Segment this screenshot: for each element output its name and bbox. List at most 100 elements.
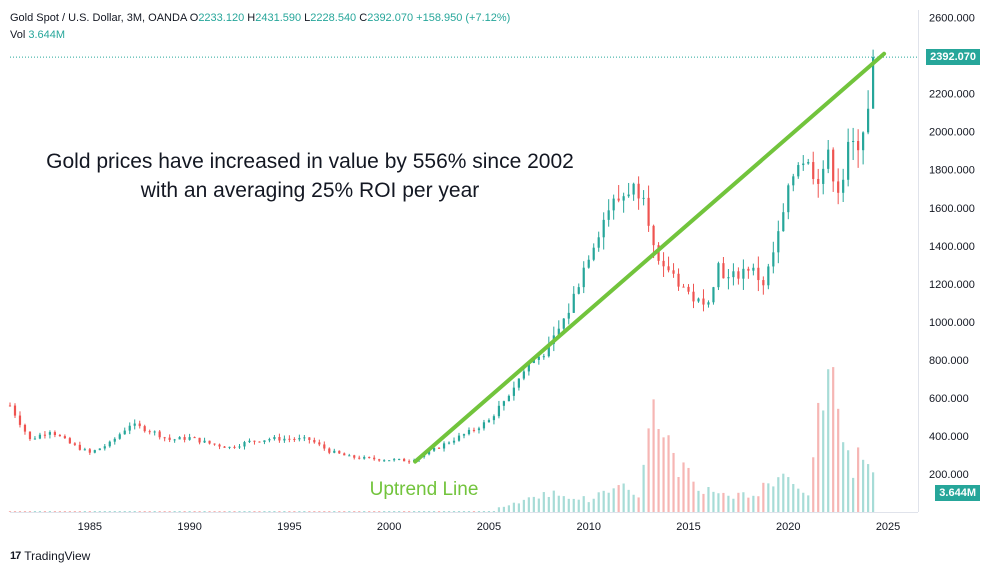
- high-label: H: [247, 12, 256, 24]
- candle-body: [213, 443, 216, 445]
- candle-body: [163, 437, 166, 439]
- volume-bar: [238, 511, 241, 512]
- volume-bar: [218, 511, 221, 512]
- candle-body: [138, 423, 141, 427]
- volume-bar: [847, 450, 850, 512]
- candle-body: [78, 444, 81, 450]
- volume-bars: [8, 367, 875, 512]
- volume-bar: [303, 511, 306, 512]
- volume-bar: [737, 492, 740, 512]
- candle-body: [73, 443, 76, 445]
- volume-label: Vol: [10, 29, 26, 41]
- brand-name: TradingView: [24, 549, 91, 563]
- volume-bar: [457, 511, 461, 512]
- volume-bar: [637, 497, 640, 512]
- price-tick-label: 2000.000: [929, 127, 975, 139]
- volume-bar: [268, 511, 271, 512]
- candle-body: [667, 266, 670, 271]
- volume-bar: [173, 511, 176, 512]
- volume-bar: [702, 493, 705, 512]
- volume-bar: [388, 511, 391, 512]
- volume-bar: [502, 506, 506, 512]
- candle-body: [782, 212, 785, 232]
- volume-bar: [233, 511, 236, 512]
- candle-body: [722, 263, 725, 279]
- volume-bar: [293, 511, 296, 512]
- candle-body: [398, 458, 401, 460]
- volume-bar: [108, 511, 111, 512]
- volume-bar: [442, 511, 446, 512]
- tradingview-brand[interactable]: 17 TradingView: [10, 549, 90, 563]
- candle-body: [672, 270, 675, 274]
- candle-body: [682, 286, 685, 288]
- volume-bar: [582, 496, 585, 512]
- candle-body: [183, 437, 186, 440]
- volume-bar: [343, 511, 346, 512]
- candle-body: [393, 459, 396, 461]
- candle-body: [208, 440, 211, 444]
- volume-bar: [148, 511, 151, 512]
- volume-bar: [797, 488, 800, 512]
- volume-bar: [522, 499, 525, 512]
- symbol-title[interactable]: Gold Spot / U.S. Dollar, 3M, OANDA: [10, 12, 187, 24]
- candle-body: [507, 395, 511, 402]
- volume-bar: [432, 511, 436, 512]
- candle-body: [373, 457, 376, 460]
- volume-bar: [537, 498, 540, 512]
- volume-bar: [422, 511, 426, 512]
- candle-body: [263, 440, 266, 443]
- volume-bar: [18, 511, 22, 512]
- volume-bar: [103, 511, 106, 512]
- candle-body: [787, 185, 790, 213]
- candle-body: [592, 247, 595, 260]
- volume-bar: [63, 511, 66, 512]
- volume-bar: [572, 498, 575, 512]
- volume-bar: [587, 502, 590, 512]
- volume-bar: [88, 511, 91, 512]
- volume-bar: [123, 511, 126, 512]
- volume-bar: [642, 464, 645, 512]
- candle-body: [607, 210, 610, 220]
- candle-body: [293, 438, 296, 440]
- candle-body: [462, 434, 466, 436]
- close-label: C: [359, 12, 368, 24]
- volume-bar: [772, 486, 775, 512]
- volume-bar: [492, 511, 496, 512]
- candle-body: [472, 429, 476, 431]
- candle-body: [378, 459, 381, 461]
- candle-body: [712, 287, 715, 303]
- volume-bar: [667, 435, 670, 512]
- volume-bar: [83, 511, 86, 512]
- volume-bar: [852, 477, 855, 512]
- candlesticks: [8, 49, 875, 464]
- candle-body: [388, 460, 391, 462]
- candle-body: [268, 439, 271, 441]
- candle-body: [617, 198, 620, 201]
- volume-bar: [607, 492, 610, 512]
- candle-body: [467, 429, 471, 435]
- volume-bar: [373, 511, 376, 512]
- volume-bar: [837, 408, 840, 512]
- volume-bar: [652, 399, 655, 512]
- volume-bar: [452, 511, 456, 512]
- volume-bar: [717, 493, 720, 512]
- price-tick-label: 600.000: [929, 393, 969, 405]
- volume-bar: [38, 511, 42, 512]
- candle-body: [832, 149, 835, 182]
- candle-body: [253, 440, 256, 442]
- candle-body: [857, 141, 860, 151]
- volume-bar: [662, 437, 665, 512]
- candle-body: [767, 266, 770, 286]
- candle-body: [797, 165, 800, 177]
- candle-body: [328, 448, 331, 453]
- volume-bar: [213, 511, 216, 512]
- candle-body: [532, 359, 535, 364]
- candle-body: [687, 286, 690, 292]
- last-price-tag: 2392.070: [926, 49, 980, 66]
- volume-bar: [78, 511, 81, 512]
- volume-bar: [832, 367, 835, 512]
- volume-bar: [871, 472, 875, 512]
- candle-body: [303, 437, 306, 439]
- time-tick-label: 1995: [277, 521, 301, 533]
